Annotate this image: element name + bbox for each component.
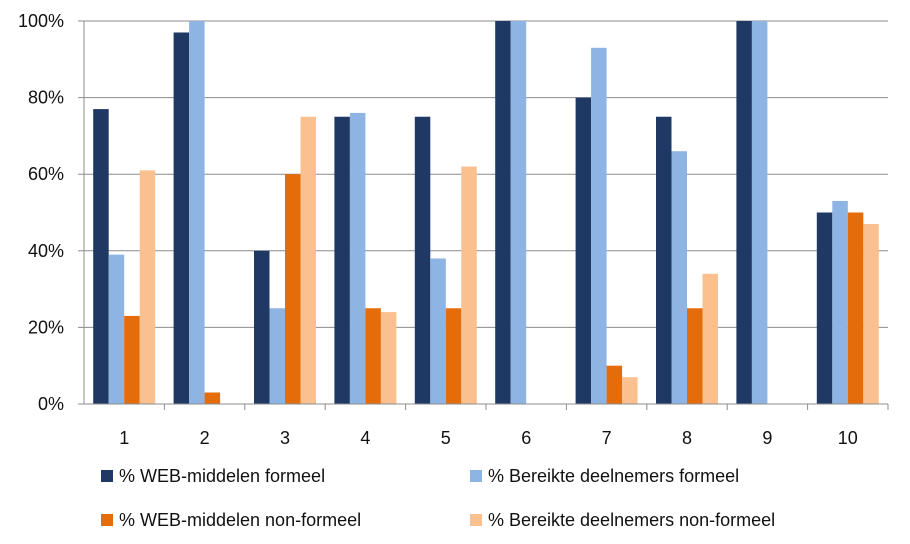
y-tick-label: 60% (28, 164, 64, 184)
axes (78, 20, 889, 410)
bar (591, 47, 607, 405)
legend-item: % Bereikte deelnemers formeel (470, 466, 739, 486)
legend-swatch (101, 470, 113, 482)
x-tick-label: 3 (280, 428, 290, 448)
bar (430, 258, 446, 404)
bar (365, 308, 381, 404)
bar (445, 308, 462, 404)
bar (832, 201, 848, 404)
bar (285, 174, 301, 404)
y-tick-label: 0% (38, 394, 64, 414)
bar (863, 223, 879, 404)
bar (575, 97, 592, 404)
x-tick-label: 8 (682, 428, 692, 448)
y-tick-label: 100% (18, 11, 64, 31)
x-tick-label: 4 (360, 428, 370, 448)
bar (656, 116, 672, 404)
y-tick-labels: 0% 20% 40% 60% 80% 100% (18, 11, 64, 414)
legend-swatch (470, 470, 482, 482)
bar (702, 273, 718, 404)
bar (816, 212, 833, 404)
x-tick-label: 10 (838, 428, 858, 448)
bar (93, 109, 109, 404)
bar (349, 112, 366, 405)
legend-label: % WEB-middelen non-formeel (119, 510, 361, 530)
bar (189, 21, 205, 404)
legend-item: % WEB-middelen non-formeel (101, 510, 361, 530)
legend-item: % WEB-middelen formeel (101, 466, 325, 486)
x-tick-label: 1 (119, 428, 129, 448)
bar (414, 116, 431, 404)
x-tick-label: 2 (200, 428, 210, 448)
bar (204, 392, 221, 404)
y-tick-label: 20% (28, 317, 64, 337)
bar (751, 21, 768, 404)
bar (334, 116, 350, 404)
bar (671, 151, 687, 404)
legend-label: % Bereikte deelnemers non-formeel (488, 510, 775, 530)
bar (139, 170, 156, 404)
bars (93, 21, 879, 405)
bar (300, 116, 316, 404)
bar (124, 315, 140, 404)
bar (108, 254, 125, 404)
legend-item: % Bereikte deelnemers non-formeel (470, 510, 775, 530)
bar (495, 21, 511, 404)
bar (269, 308, 285, 404)
legend-swatch (470, 514, 482, 526)
bar (254, 250, 270, 404)
legend-label: % Bereikte deelnemers formeel (488, 466, 739, 486)
bar (461, 166, 477, 404)
legend-label: % WEB-middelen formeel (119, 466, 325, 486)
bar (847, 212, 864, 404)
legend: % WEB-middelen formeel % Bereikte deelnem… (101, 466, 775, 530)
x-tick-label: 5 (441, 428, 451, 448)
bar (687, 308, 703, 404)
x-tick-label: 9 (762, 428, 772, 448)
y-tick-label: 80% (28, 88, 64, 108)
bar (380, 312, 397, 404)
x-tick-labels: 1 2 3 4 5 6 7 8 9 10 (119, 428, 858, 448)
y-tick-label: 40% (28, 241, 64, 261)
bar (173, 32, 190, 405)
bar (606, 365, 623, 404)
bar (510, 21, 527, 404)
bar (736, 21, 752, 404)
legend-swatch (101, 514, 113, 526)
bar (622, 377, 638, 404)
x-tick-label: 7 (602, 428, 612, 448)
x-tick-label: 6 (521, 428, 531, 448)
